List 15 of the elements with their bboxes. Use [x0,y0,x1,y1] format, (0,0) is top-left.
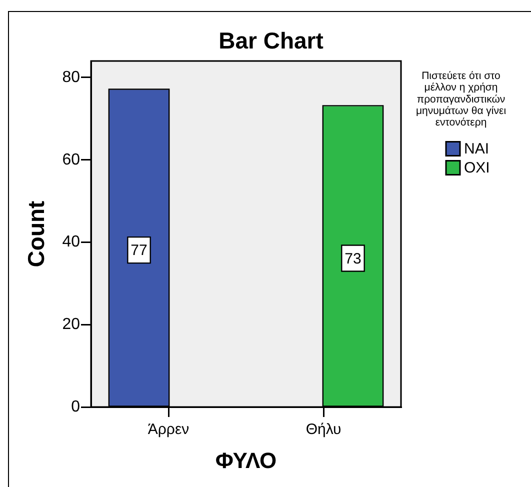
chart-title: Bar Chart [218,27,324,54]
data-label: 73 [344,250,362,268]
y-axis-title: Count [23,200,50,268]
y-tick-label: 0 [71,398,80,416]
x-tick-label: Άρρεν [148,421,190,438]
y-tick-label: 40 [62,234,80,251]
legend-title: Πιστεύετε ότι στο μέλλον η χρήση προπαγανδιστικών μηνυμάτων θα γίνει εντονότερη [416,70,507,129]
data-label: 77 [130,242,148,260]
y-tick-label: 80 [62,68,80,86]
legend-label: ΝΑΙ [464,140,490,158]
y-tick-label: 60 [62,151,80,168]
x-axis-title: ΦΥΛΟ [215,448,277,473]
legend-label: ΟΧΙ [464,159,490,176]
x-tick-label: Θήλυ [306,421,342,438]
y-tick-label: 20 [62,316,80,334]
